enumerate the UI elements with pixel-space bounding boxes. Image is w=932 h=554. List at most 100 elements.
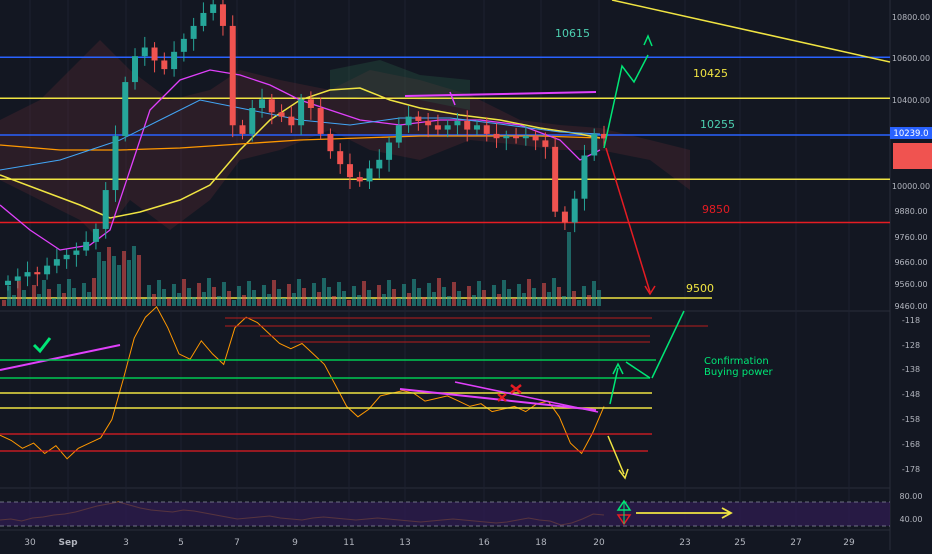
y-tick-label: 10000.00 — [892, 182, 930, 191]
volume-bar — [42, 280, 46, 306]
candle-body — [102, 190, 109, 229]
price-drawings — [404, 0, 891, 296]
volume-bar — [122, 251, 126, 306]
volume-bars — [2, 232, 601, 306]
volume-bar — [277, 289, 281, 306]
candle-body — [395, 125, 402, 143]
volume-bar — [92, 278, 96, 306]
volume-bar — [592, 281, 596, 306]
x-tick-label: 27 — [790, 538, 801, 548]
candle-body — [503, 136, 510, 139]
volume-bar — [507, 289, 511, 306]
x-tick-label: 5 — [178, 538, 184, 548]
x-tick-label: 7 — [234, 538, 240, 548]
y-axis: 10800.00 10600.00 10400.00 10000.00 9880.00 9… — [892, 13, 930, 524]
candle-body — [151, 47, 158, 61]
candle-body — [44, 265, 51, 275]
volume-bar — [527, 279, 531, 306]
candle-body — [327, 133, 334, 152]
candle-body — [571, 198, 578, 223]
volume-bar — [47, 289, 51, 306]
volume-bar — [227, 291, 231, 306]
volume-bar — [307, 297, 311, 306]
grid-layer — [29, 0, 850, 530]
candle-body — [542, 140, 549, 147]
volume-bar — [437, 278, 441, 306]
volume-bar — [492, 285, 496, 306]
volume-bar — [272, 280, 276, 306]
volume-bar — [412, 279, 416, 306]
y-tick-label: 9460.00 — [894, 302, 927, 311]
volume-bar — [292, 293, 296, 306]
volume-bar — [192, 297, 196, 306]
candle-body — [83, 241, 90, 251]
volume-bar — [577, 300, 581, 306]
candle-body — [425, 120, 432, 126]
y-tick-label: 10800.00 — [892, 13, 930, 22]
cross-icon-small — [497, 393, 507, 402]
volume-bar — [27, 299, 31, 306]
volume-bar — [482, 290, 486, 306]
x-tick-label: 18 — [535, 538, 547, 548]
candle-body — [161, 60, 168, 70]
volume-bar — [342, 291, 346, 306]
volume-bar — [72, 288, 76, 306]
candle-body — [493, 133, 500, 139]
volume-bar — [457, 291, 461, 306]
volume-bar — [327, 287, 331, 306]
volume-bar — [422, 297, 426, 306]
volume-bar — [452, 282, 456, 306]
candle-body — [190, 25, 197, 39]
candle-body — [473, 125, 480, 130]
volume-bar — [217, 296, 221, 306]
level-label-9500: 9500 — [686, 282, 714, 295]
osc-tick-label: -128 — [902, 341, 920, 350]
volume-bar — [587, 295, 591, 306]
osc-tick-label: -148 — [902, 390, 920, 399]
oscillator-drawings — [0, 310, 708, 480]
volume-bar — [562, 296, 566, 306]
volume-bar — [362, 281, 366, 306]
level-label-10615: 10615 — [555, 27, 590, 40]
volume-bar — [142, 299, 146, 306]
rsi-tick-label: 80.00 — [900, 492, 923, 501]
volume-bar — [52, 298, 56, 306]
candle-body — [307, 99, 314, 108]
volume-bar — [182, 279, 186, 306]
cross-icon — [510, 384, 522, 394]
volume-bar — [497, 294, 501, 306]
candle-body — [132, 56, 139, 83]
volume-bar — [237, 286, 241, 306]
candle-body — [141, 47, 148, 57]
candle-body — [464, 120, 471, 130]
volume-bar — [572, 291, 576, 306]
level-label-10255: 10255 — [700, 118, 735, 131]
volume-bar — [37, 294, 41, 306]
current-price-tag — [890, 127, 932, 139]
volume-bar — [77, 297, 81, 306]
x-tick-label: 25 — [734, 538, 745, 548]
volume-bar — [397, 298, 401, 306]
x-tick-label: 29 — [843, 538, 855, 548]
red-arrow-down — [605, 147, 651, 293]
volume-bar — [557, 287, 561, 306]
volume-bar — [97, 252, 101, 306]
volume-bar — [87, 292, 91, 306]
volume-bar — [487, 299, 491, 306]
osc-tick-label: -168 — [902, 440, 920, 449]
candle-body — [5, 280, 11, 286]
volume-bar — [357, 295, 361, 306]
volume-bar — [57, 284, 61, 306]
volume-bar — [152, 294, 156, 306]
volume-bar — [377, 285, 381, 306]
magenta-resistance — [404, 91, 597, 97]
y-tick-label: 9560.00 — [894, 280, 927, 289]
y-tick-label: 9760.00 — [894, 233, 927, 242]
rsi-tick-label: 40.00 — [900, 515, 923, 524]
candle-body — [376, 159, 383, 169]
osc-tick-label: -158 — [902, 415, 920, 424]
candle-body — [249, 107, 256, 134]
volume-bar — [547, 292, 551, 306]
volume-bar — [167, 298, 171, 306]
